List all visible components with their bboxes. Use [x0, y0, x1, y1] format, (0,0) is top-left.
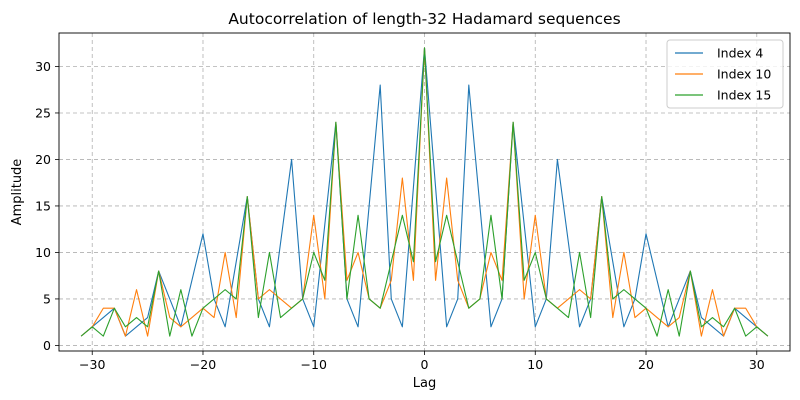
x-axis-label: Lag [413, 376, 436, 391]
x-tick-label: 0 [421, 357, 429, 372]
x-tick-label: −30 [79, 357, 105, 372]
x-tick-label: 30 [749, 357, 765, 372]
y-tick-label: 20 [35, 152, 51, 167]
series-lines [80, 47, 769, 337]
y-tick-label: 10 [35, 245, 51, 260]
y-tick-label: 5 [43, 291, 51, 306]
y-tick-label: 25 [35, 105, 51, 120]
legend-label-index-15: Index 15 [717, 88, 771, 103]
legend: Index 4 Index 10 Index 15 [666, 39, 784, 109]
y-axis-label: Amplitude [10, 159, 25, 226]
y-tick-label: 0 [43, 338, 51, 353]
axis-ticks: −30 −20 −10 0 10 20 30 0 5 10 15 20 25 30 [35, 59, 765, 372]
legend-label-index-10: Index 10 [717, 67, 771, 82]
x-tick-label: −10 [301, 357, 327, 372]
legend-label-index-4: Index 4 [717, 46, 763, 61]
x-tick-label: −20 [190, 357, 216, 372]
chart-title: Autocorrelation of length-32 Hadamard se… [228, 10, 620, 28]
x-tick-label: 20 [638, 357, 654, 372]
x-tick-label: 10 [527, 357, 543, 372]
series-line-index-15 [80, 47, 769, 337]
y-tick-label: 30 [35, 59, 51, 74]
legend-box [666, 39, 784, 109]
y-tick-label: 15 [35, 198, 51, 213]
